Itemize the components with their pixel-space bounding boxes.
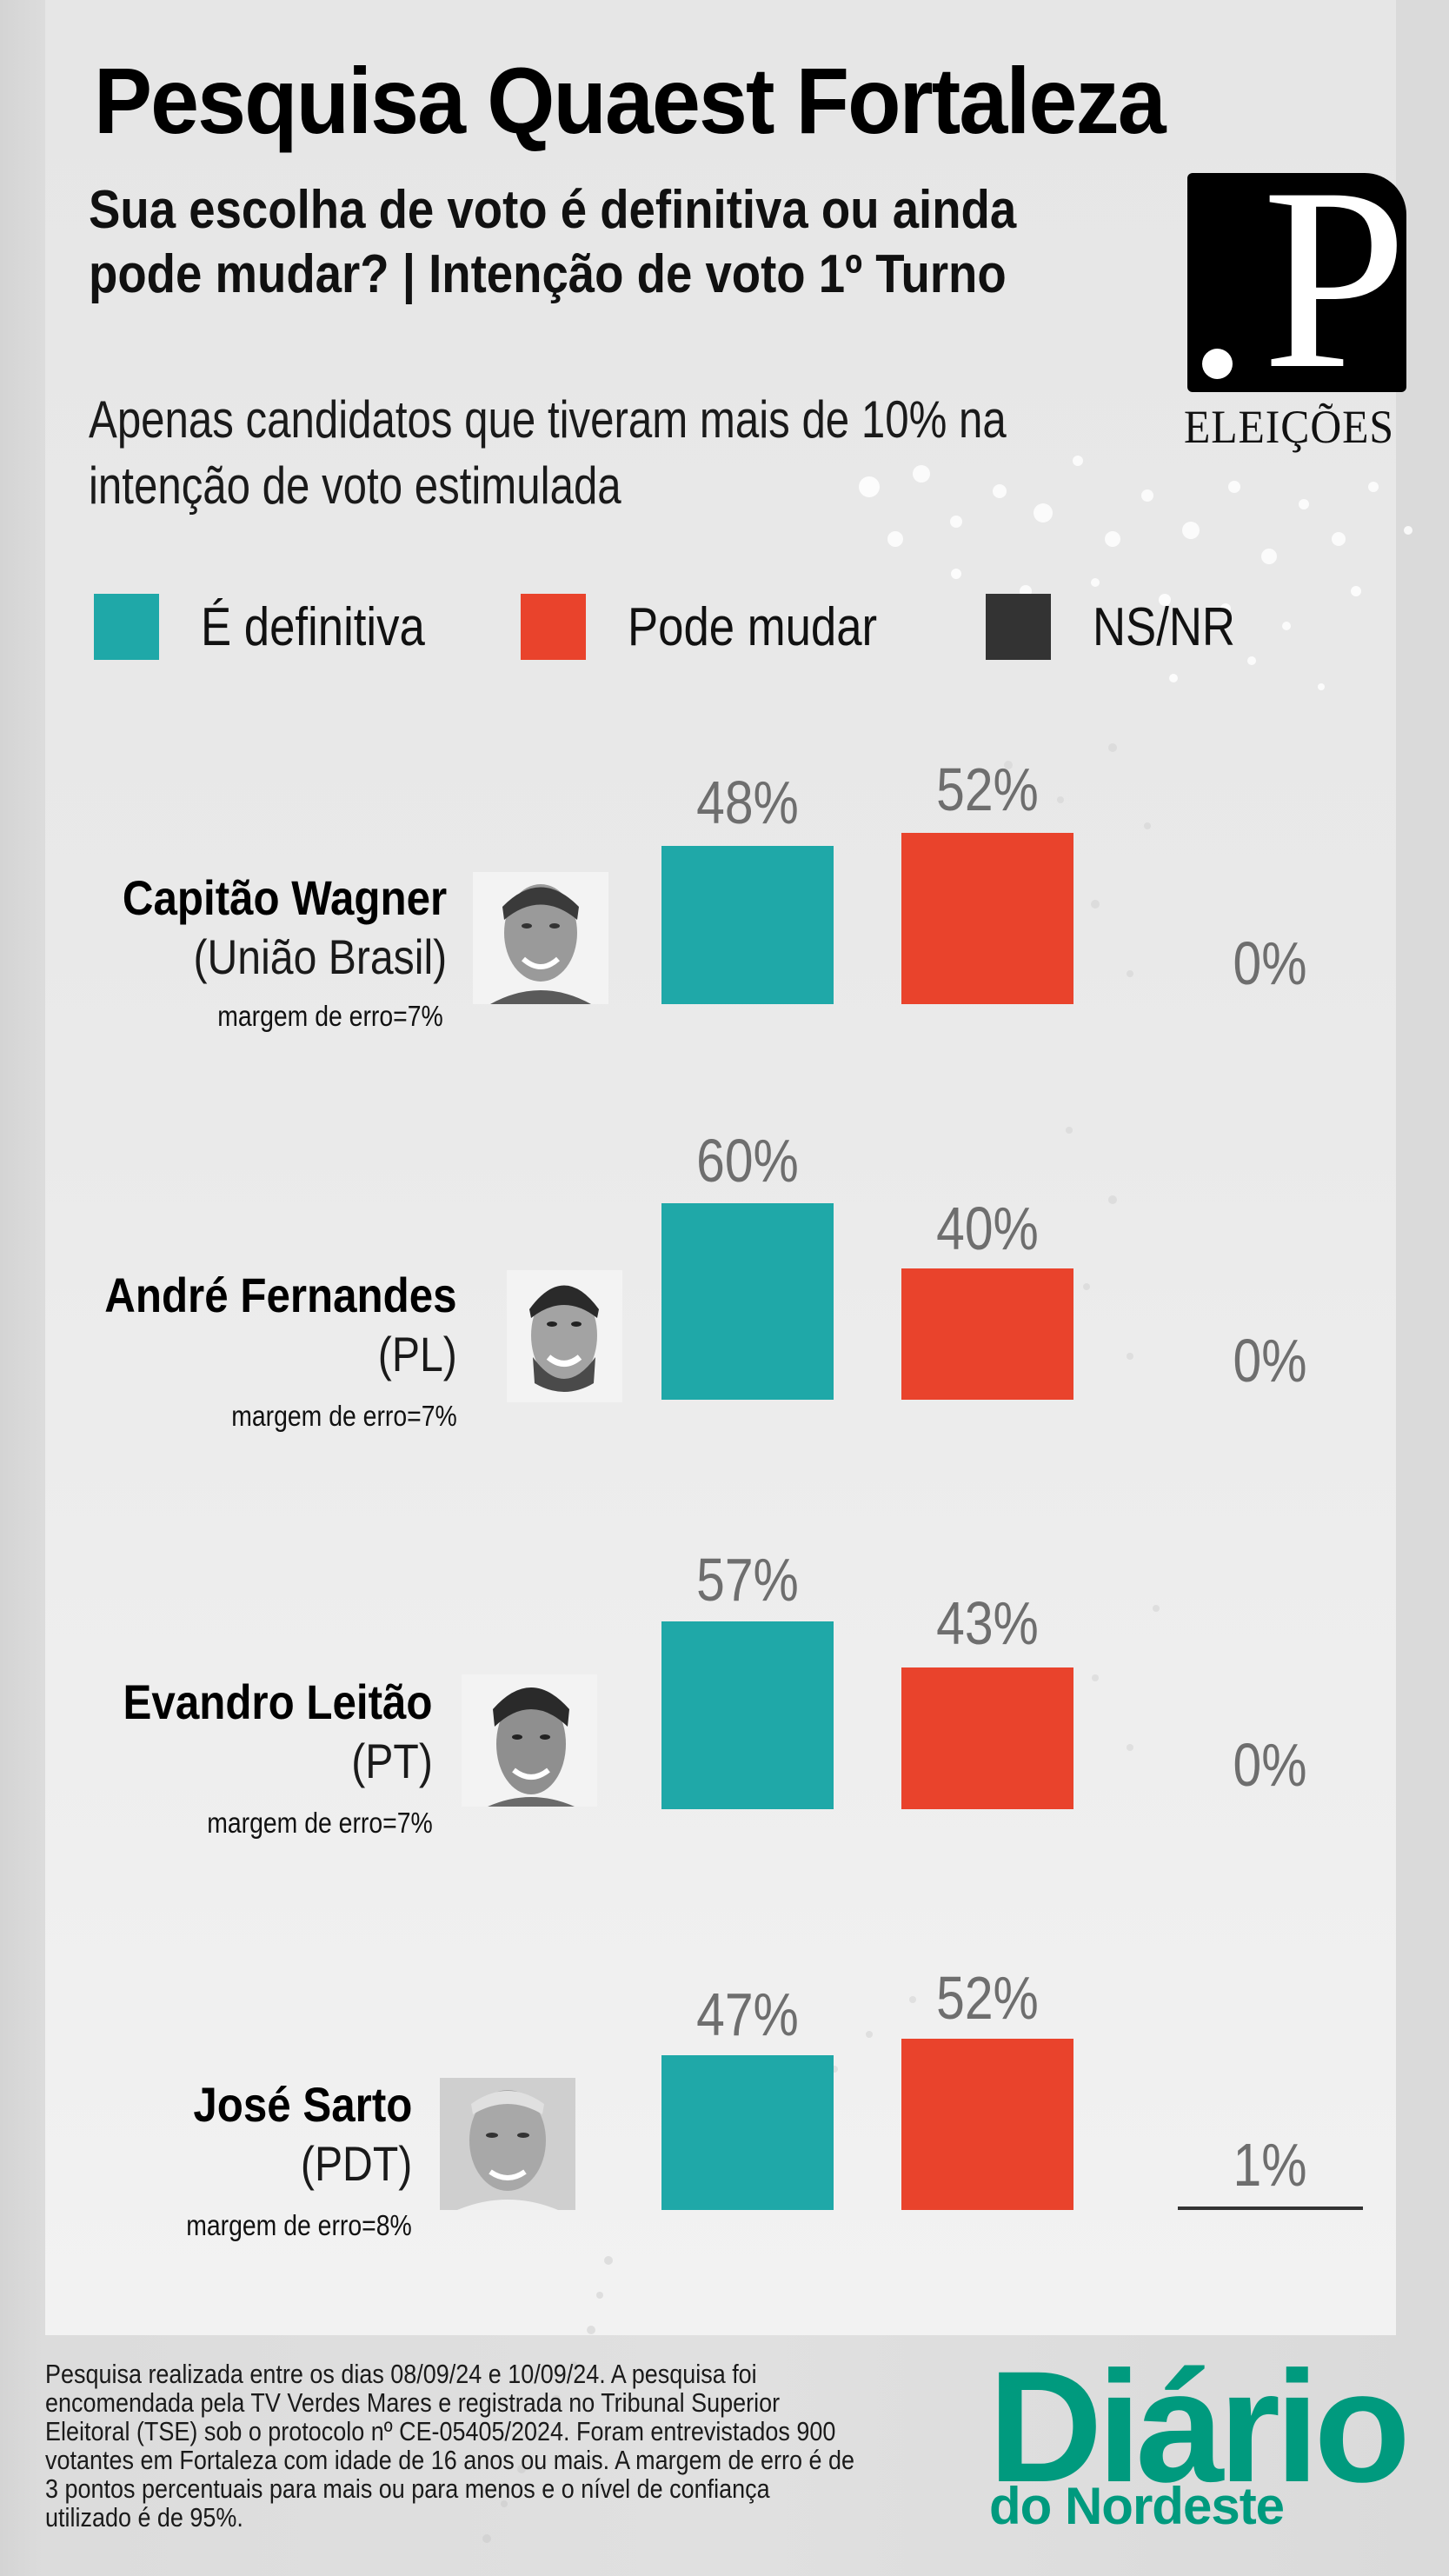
legend-item-ns-nr: NS/NR [986,594,1260,660]
candidate-party: (União Brasil) [193,929,447,984]
bar-value-ns-nr: 0% [1233,1327,1307,1395]
bar-value-pode-mudar: 52% [936,1964,1039,2032]
candidate-margin: margem de erro=7% [231,1400,457,1432]
bar-pode-mudar [901,2039,1073,2210]
legend-item-pode-mudar: Pode mudar [521,594,921,660]
bar-value-definitiva: 57% [696,1546,799,1614]
legend-label: NS/NR [1093,596,1235,657]
person-portrait-icon [507,1270,622,1402]
bar-definitiva [661,1621,834,1809]
logo-dot [1202,349,1233,379]
candidate-name: André Fernandes [104,1268,457,1322]
bar-definitiva [661,2055,834,2210]
candidate-photo [507,1270,622,1402]
bar-value-pode-mudar: 52% [936,755,1039,823]
logo-label: ELEIÇÕES [1184,401,1394,453]
bar-value-ns-nr: 0% [1233,929,1307,997]
brand-line-2: do Nordeste [989,2477,1285,2535]
person-portrait-icon [473,872,608,1004]
bar-pode-mudar [901,1667,1073,1809]
bar-ns-nr [1178,2207,1363,2210]
person-portrait-icon [462,1674,597,1807]
bar-value-ns-nr: 1% [1233,2131,1307,2199]
bar-value-pode-mudar: 43% [936,1589,1039,1657]
bar-value-definitiva: 47% [696,1980,799,2048]
candidate-name: José Sarto [193,2077,412,2132]
candidate-name: Evandro Leitão [123,1674,433,1729]
candidate-party: (PDT) [300,2136,412,2191]
person-portrait-icon [440,2078,575,2210]
candidate-margin: margem de erro=7% [217,1000,443,1032]
bar-value-pode-mudar: 40% [936,1195,1039,1262]
logo-p-mark: P [1262,134,1407,423]
bar-value-definitiva: 48% [696,769,799,836]
legend-swatch-dark [986,594,1051,660]
legend-label: É definitiva [201,596,425,657]
candidate-party: (PT) [351,1734,433,1788]
brand-line-1: Diário [988,2338,1411,2515]
legend-swatch-teal [94,594,159,660]
page-title: Pesquisa Quaest Fortaleza [94,48,1167,153]
chart-panel [45,0,1396,2335]
chart-subtitle: Sua escolha de voto é definitiva ou aind… [89,180,1017,304]
bar-definitiva [661,846,834,1004]
candidate-margin: margem de erro=7% [207,1807,433,1839]
chart-note: Apenas candidatos que tiveram mais de 10… [89,390,1007,515]
candidate-margin: margem de erro=8% [186,2209,412,2241]
candidate-photo [462,1674,597,1807]
candidate-party: (PL) [378,1327,457,1381]
bar-definitiva [661,1203,834,1400]
candidate-photo [473,872,608,1004]
candidate-name: Capitão Wagner [122,870,447,925]
bar-value-definitiva: 60% [696,1127,799,1195]
legend-label: Pode mudar [628,596,878,657]
legend-item-definitiva: É definitiva [94,594,464,660]
bar-pode-mudar [901,1268,1073,1400]
methodology-note: Pesquisa realizada entre os dias 08/09/2… [45,2359,854,2533]
bar-pode-mudar [901,833,1073,1004]
bar-value-ns-nr: 0% [1233,1731,1307,1799]
legend-swatch-red [521,594,586,660]
candidate-photo [440,2078,575,2210]
